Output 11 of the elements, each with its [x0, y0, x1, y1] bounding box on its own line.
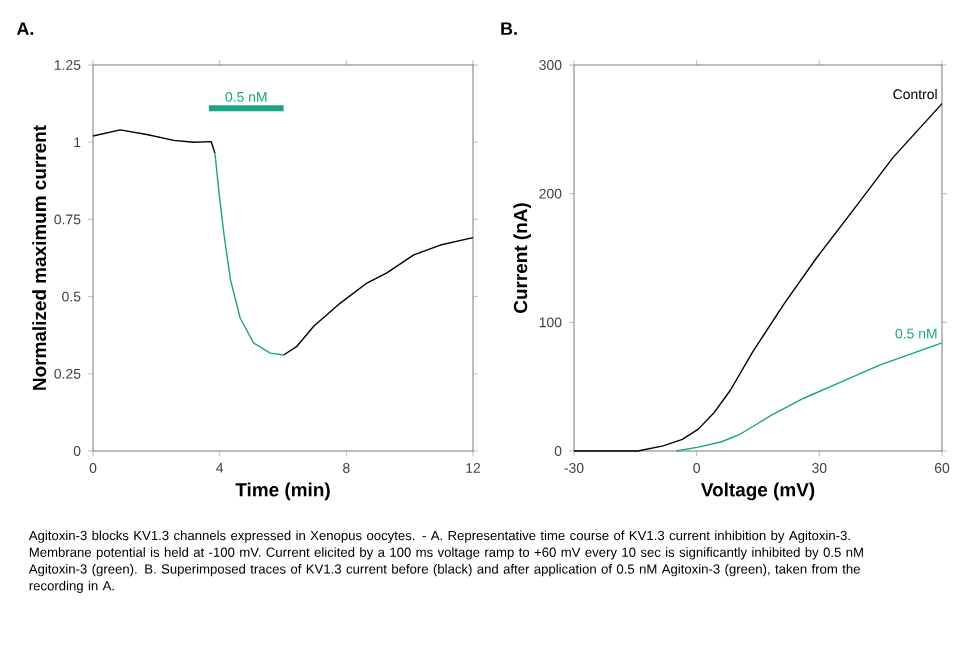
chart-title: A.: [16, 22, 34, 35]
line-series: [675, 342, 943, 452]
line-series: [92, 129, 216, 154]
y-axis-title: Current (nA): [513, 203, 532, 313]
line-series: [282, 236, 474, 356]
line-series: [214, 152, 285, 356]
x-axis-title: Voltage (mV): [700, 482, 815, 501]
y-axis-title: Normalized maximum current: [32, 125, 47, 390]
x-axis-title: Time (min): [235, 482, 330, 501]
chart-title: B.: [501, 22, 517, 35]
line-series: [573, 102, 943, 452]
